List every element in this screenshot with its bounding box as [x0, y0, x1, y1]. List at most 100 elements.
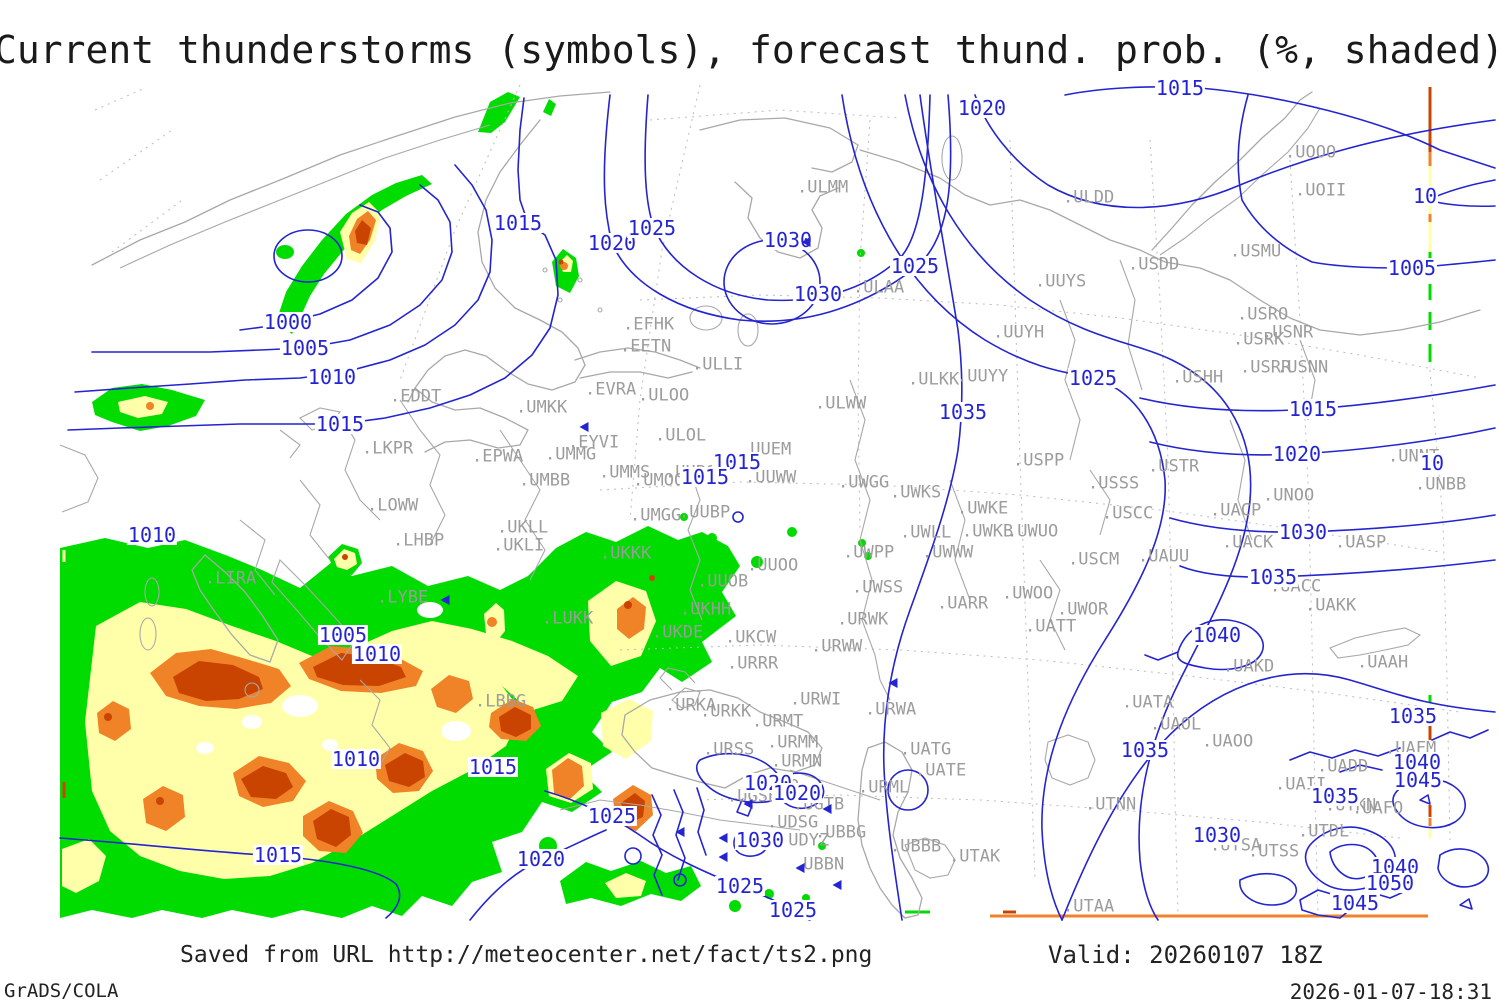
station-label: .UWLL [900, 522, 952, 543]
isobar-label: 1035 [1247, 565, 1299, 589]
isobar-label: 1015 [1287, 397, 1339, 421]
station-label: .UAOL [1150, 714, 1202, 735]
isobar-label: 1040 [1391, 750, 1443, 774]
station-label: .USCM [1068, 549, 1120, 570]
station-label: .ULKK [908, 369, 960, 390]
station-label: .LBBG [475, 691, 527, 712]
station-label: .UUWW [745, 467, 797, 488]
station-label: .UWOO [1002, 583, 1054, 604]
station-label: .UAAH [1357, 652, 1409, 673]
station-label: .ULDD [1063, 187, 1115, 208]
isobar-label: 1015 [1154, 76, 1206, 100]
station-label: .UKKK [600, 543, 652, 564]
station-label: .UOII [1295, 180, 1347, 201]
station-label: .LKPR [362, 438, 414, 459]
station-label: .URSS [703, 739, 755, 760]
isobar-label: 1025 [714, 874, 766, 898]
station-label: .EFHK [623, 314, 675, 335]
station-label: .UACK [1222, 532, 1274, 553]
isobar-label: 1020 [1271, 442, 1323, 466]
station-label: .URWW [811, 636, 863, 657]
station-label: .URKA [665, 695, 717, 716]
station-label: .UATA [1122, 692, 1174, 713]
station-label: .URKK [700, 701, 752, 722]
station-label: .UAUU [1138, 546, 1190, 567]
station-label: .UACP [1210, 500, 1262, 521]
station-label: .UAKD [1223, 656, 1275, 677]
station-label: .ULOO [638, 385, 690, 406]
station-label: .UKDE [652, 622, 704, 643]
station-label: .URRR [727, 653, 779, 674]
shading-holes [196, 602, 471, 754]
isobar-label: 1005 [279, 336, 331, 360]
isobar-label: 1015 [252, 843, 304, 867]
isobar-label: 1015 [467, 755, 519, 779]
isobar-label: 1030 [734, 828, 786, 852]
station-label: .USHH [1172, 367, 1224, 388]
station-label: .UADD [1317, 756, 1369, 777]
isobar-label: 1025 [1067, 366, 1119, 390]
station-label: .UMBB [519, 470, 571, 491]
station-label: .LOWW [367, 495, 419, 516]
station-label: .USPP [1013, 450, 1065, 471]
station-label: .URML [858, 777, 910, 798]
station-label: .UUOO [747, 555, 799, 576]
isobar-label: 1050 [1364, 871, 1416, 895]
isobar-label: 1025 [889, 254, 941, 278]
isobar-label: 1040 [1369, 855, 1421, 879]
station-label: .USRR [1240, 357, 1292, 378]
station-label: .UATG [900, 739, 952, 760]
isobar-label: 1010 [126, 523, 178, 547]
station-label: .UTDL [1298, 821, 1350, 842]
station-label: .UNBB [1415, 474, 1467, 495]
isobar-label: 1020 [586, 231, 638, 255]
station-label: .UATE [915, 760, 967, 781]
isobar-label: 1040 [1191, 623, 1243, 647]
station-label: .UUOB [697, 571, 749, 592]
station-label: .UTAA [1063, 896, 1115, 917]
station-label: .UTSS [1248, 841, 1300, 862]
station-label: .UMMG [545, 444, 597, 465]
station-label: .UATT [1025, 616, 1077, 637]
station-label: .UBBB [890, 836, 942, 857]
isobar-label: 1020 [956, 96, 1008, 120]
station-label: .LIRA [205, 568, 257, 589]
isobar-label: 1035 [937, 400, 989, 424]
station-label: .URWK [837, 609, 889, 630]
station-label: .UTNN [1085, 794, 1137, 815]
station-label: .UWKS [890, 482, 942, 503]
isobar-label: 1015 [492, 211, 544, 235]
station-label: .USDD [1128, 254, 1180, 275]
station-label: .UOOO [1285, 142, 1337, 163]
isobar-label: 1010 [306, 365, 358, 389]
isobar-label: 1000 [262, 310, 314, 334]
station-label: .USMU [1230, 241, 1282, 262]
station-label: .USNN [1277, 357, 1329, 378]
station-label: .UWKE [957, 498, 1009, 519]
station-label: .UWSS [852, 577, 904, 598]
latlon-grid [94, 84, 1481, 916]
station-label: .ULOL [655, 425, 707, 446]
map-title: Current thunderstorms (symbols), forecas… [0, 28, 1500, 72]
station-label: .URMT [752, 711, 804, 732]
station-label: .USCC [1102, 503, 1154, 524]
thunderstorm-symbol [718, 852, 728, 862]
station-label: .UUYY [957, 366, 1009, 387]
isobar-label: 1020 [515, 847, 567, 871]
station-label: .UWUO [1007, 521, 1059, 542]
station-label: .USNR [1262, 322, 1314, 343]
isobar-label: 1010 [330, 747, 382, 771]
station-label: .ULWW [815, 393, 867, 414]
thunderstorm-symbol [801, 237, 811, 247]
thunderstorm-symbol [832, 880, 842, 890]
station-label: .UARR [937, 593, 989, 614]
isobar-label: 1015 [314, 412, 366, 436]
isobar-label: 1030 [1277, 520, 1329, 544]
station-label: .UAFO [1352, 798, 1404, 819]
thunderstorm-symbol [440, 595, 450, 605]
isobar-label: 1035 [1309, 784, 1361, 808]
station-label: .USTR [1148, 456, 1200, 477]
isobar-label: 1005 [317, 623, 369, 647]
thunderstorm-symbol [822, 804, 832, 814]
